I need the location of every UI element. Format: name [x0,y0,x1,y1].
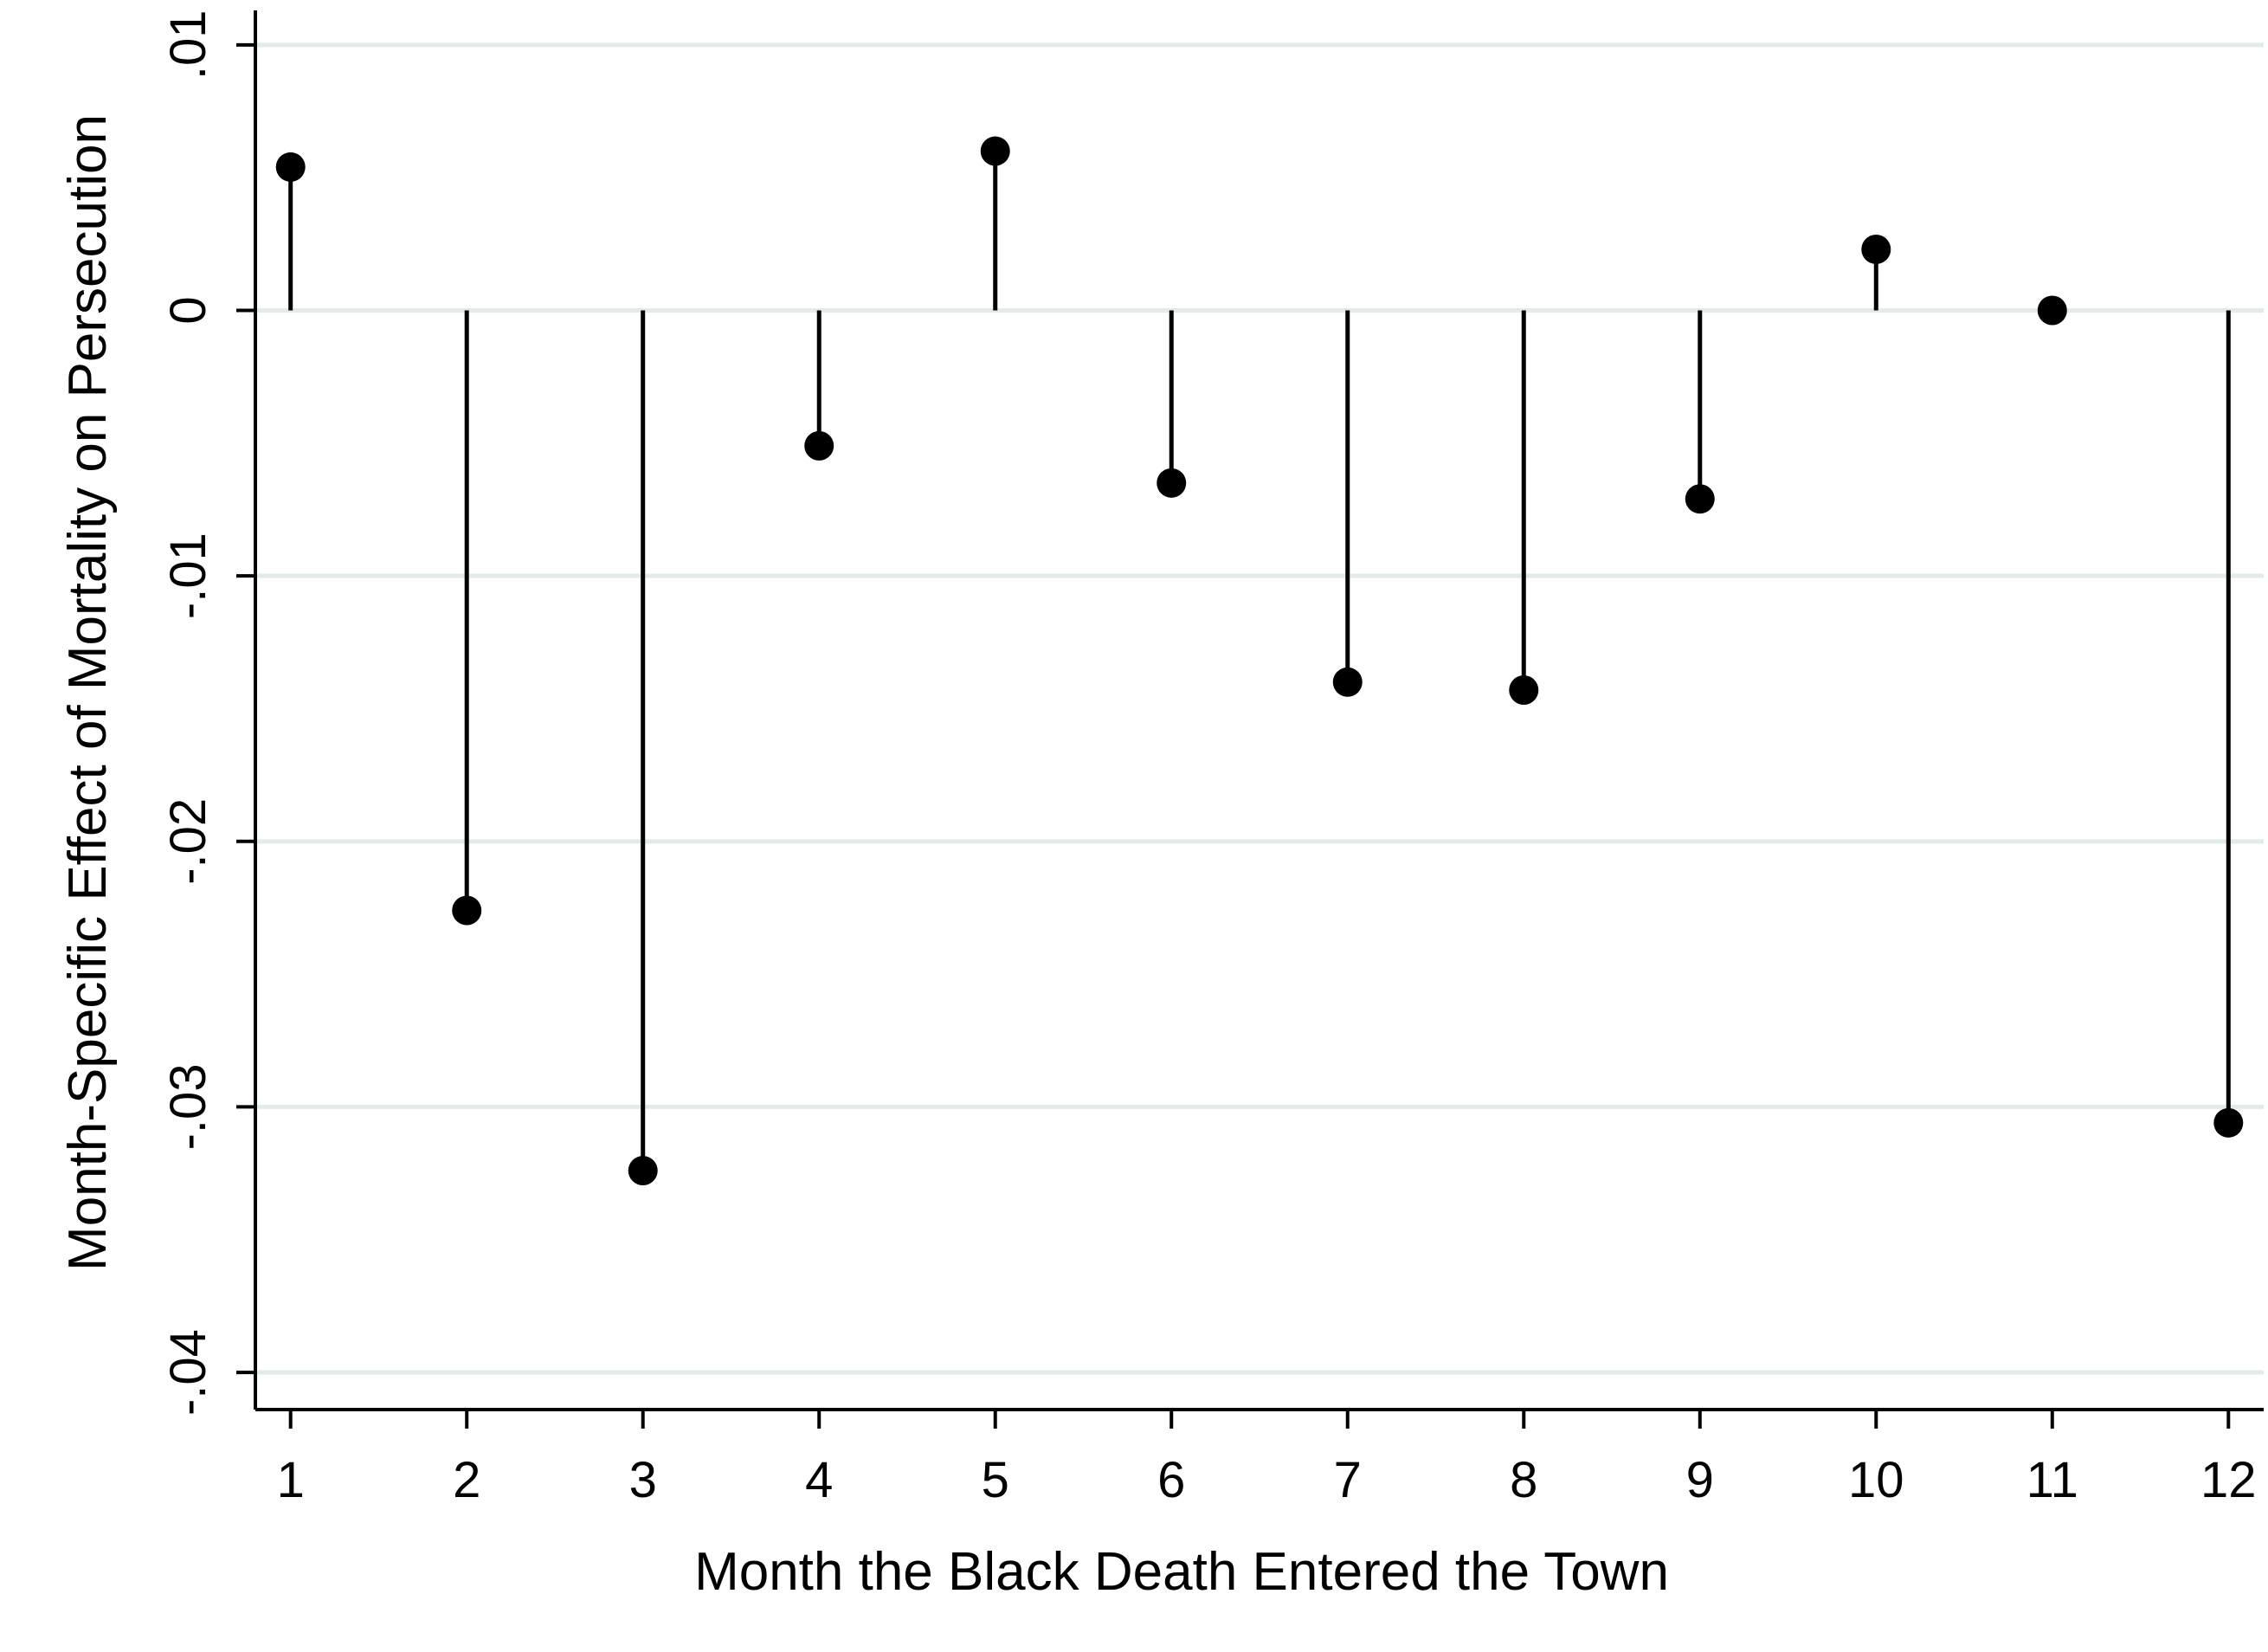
x-tick-label: 4 [805,1452,833,1508]
x-tick-label: 6 [1157,1452,1185,1508]
y-tick-label: 0 [160,296,216,324]
data-point-month-6 [1157,468,1187,498]
data-points [275,136,2244,1186]
x-tick-label: 10 [1848,1452,1904,1508]
x-tick-label: 11 [2026,1452,2078,1508]
x-tick-label: 7 [1334,1452,1362,1508]
x-tick-label: 2 [453,1452,480,1508]
x-axis-ticks: 1 2 3 4 5 6 7 8 9 10 11 12 [277,1410,2257,1508]
y-axis-title: Month-Specific Effect of Mortality on Pe… [58,114,118,1271]
grid-lines [255,42,2264,1375]
droplines [288,151,2231,1171]
data-point-month-10 [1861,234,1891,264]
x-tick-label: 1 [277,1452,305,1508]
data-point-month-4 [804,430,834,461]
y-tick-label: .01 [160,10,216,81]
y-tick-label: -.02 [160,798,216,885]
data-point-month-9 [1685,484,1715,514]
data-point-month-8 [1509,675,1539,706]
data-point-month-12 [2213,1107,2244,1138]
x-axis-title: Month the Black Death Entered the Town [694,1542,1669,1602]
y-tick-label: -.04 [160,1329,216,1416]
y-tick-label: -.01 [160,532,216,619]
x-tick-label: 8 [1510,1452,1537,1508]
y-axis-ticks: -.04 -.03 -.02 -.01 0 .01 [160,10,255,1416]
axes [254,10,2264,1411]
x-tick-label: 3 [629,1452,657,1508]
data-point-month-5 [980,136,1010,166]
data-point-month-7 [1332,667,1363,697]
data-point-month-2 [452,895,482,926]
x-tick-label: 12 [2200,1452,2257,1508]
x-tick-label: 5 [982,1452,1009,1508]
data-point-month-11 [2037,295,2067,326]
data-point-month-1 [275,152,306,182]
data-point-month-3 [628,1156,658,1186]
x-tick-label: 9 [1686,1452,1714,1508]
y-tick-label: -.03 [160,1063,216,1150]
